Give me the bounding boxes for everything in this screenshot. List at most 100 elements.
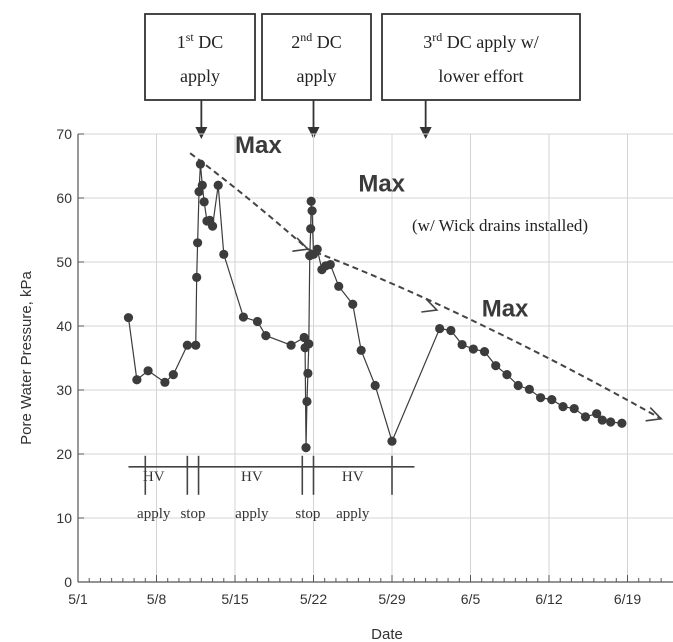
data-point	[252, 316, 263, 327]
plot-frame	[77, 134, 673, 583]
data-point	[617, 418, 627, 428]
data-point	[286, 340, 296, 350]
trend-dashed-line	[189, 152, 662, 420]
dc-apply-box: 2nd DC apply	[261, 13, 372, 139]
y-axis: 0 10 20 30 40 50 60 70	[56, 126, 84, 590]
x-tick-label: 6/5	[461, 591, 481, 607]
dc-apply-box-frame	[381, 13, 581, 101]
phase-label: apply	[137, 506, 171, 522]
x-tick-label: 5/15	[221, 591, 248, 607]
x-axis: 5/1 5/8 5/15 5/22 5/29 6/5 6/12 6/19	[68, 575, 662, 607]
data-point	[592, 409, 602, 419]
data-point	[197, 180, 207, 190]
data-point	[192, 272, 202, 282]
data-point	[302, 396, 312, 407]
data-point	[491, 361, 501, 371]
dc-arrow-head	[307, 127, 320, 139]
x-axis-title: Date	[371, 626, 403, 642]
max-label: Max	[358, 171, 405, 198]
data-point	[207, 221, 218, 231]
dc-apply-box-subtitle: apply	[180, 66, 220, 86]
x-tick-label: 5/29	[378, 591, 405, 607]
data-point	[547, 395, 557, 405]
data-point	[580, 412, 591, 422]
y-tick-label: 30	[56, 382, 72, 398]
data-point	[195, 159, 206, 169]
data-point	[513, 380, 523, 391]
phase-label-top: HV	[342, 469, 364, 485]
data-point	[123, 313, 134, 323]
y-axis-title: Pore Water Pressure, kPa	[18, 271, 35, 445]
data-point	[168, 370, 178, 380]
data-point	[535, 393, 546, 403]
y-tick-label: 60	[56, 190, 72, 206]
trend-line	[189, 152, 663, 422]
dc-apply-box-title: 2nd DC	[291, 30, 342, 52]
data-point	[306, 224, 316, 234]
x-tick-label: 5/22	[300, 591, 327, 607]
dc-apply-box-subtitle: lower effort	[438, 66, 523, 86]
data-point	[132, 375, 142, 385]
y-tick-label: 10	[56, 510, 72, 526]
y-tick-label: 50	[56, 254, 72, 270]
y-tick-label: 40	[56, 318, 72, 334]
data-point	[502, 370, 512, 380]
dc-apply-box-subtitle: apply	[297, 66, 337, 86]
phase-bar: HV apply stop HV apply stop HV apply	[128, 455, 415, 522]
trend-arrow-head	[645, 407, 663, 422]
dc-apply-box-frame	[144, 13, 256, 101]
data-point	[261, 331, 271, 341]
data-point	[597, 415, 607, 425]
annotation-boxes: 1st DC apply 2nd DC apply 3rd DC apply w/low…	[144, 13, 581, 139]
data-point	[182, 340, 192, 350]
data-point	[160, 377, 170, 387]
data-point	[199, 197, 209, 207]
max-label: Max	[482, 295, 529, 322]
data-point	[606, 417, 616, 427]
data-point	[306, 196, 316, 206]
data-point	[307, 206, 317, 216]
data-point	[299, 332, 309, 343]
data-point	[334, 281, 344, 291]
trend-arrow-head	[421, 298, 439, 313]
data-point	[348, 299, 358, 309]
data-point	[468, 344, 478, 354]
data-point	[558, 402, 568, 412]
data-point	[191, 340, 201, 350]
data-point	[356, 345, 366, 355]
data-point	[238, 312, 249, 322]
dc-apply-box-title: 3rd DC apply w/	[423, 30, 539, 52]
phase-label: apply	[336, 506, 370, 522]
max-markers: Max Max Max	[235, 132, 529, 322]
x-tick-label: 5/1	[68, 591, 88, 607]
data-point	[479, 347, 490, 357]
data-point	[446, 325, 456, 336]
phase-label: stop	[180, 506, 205, 522]
trend-arrow-head	[292, 237, 310, 252]
dc-apply-box-frame	[261, 13, 372, 101]
data-point	[303, 368, 313, 378]
dc-arrow-head	[195, 127, 208, 139]
y-tick-label: 70	[56, 126, 72, 142]
x-tick-label: 5/8	[147, 591, 167, 607]
wick-drain-note: (w/ Wick drains installed)	[412, 216, 588, 235]
data-point	[143, 366, 153, 376]
x-tick-label: 6/19	[614, 591, 641, 607]
phase-label-top: HV	[241, 469, 263, 485]
dc-apply-box-title: 1st DC	[177, 30, 224, 52]
dc-apply-box: 1st DC apply	[144, 13, 256, 139]
dc-arrow-head	[419, 127, 432, 139]
phase-label-top: HV	[143, 469, 165, 485]
data-point	[213, 180, 223, 190]
x-tick-label: 6/12	[535, 591, 562, 607]
data-point	[304, 339, 314, 349]
max-label: Max	[235, 132, 282, 159]
dc-apply-box: 3rd DC apply w/lower effort	[381, 13, 581, 139]
data-point	[524, 384, 534, 394]
data-series	[123, 159, 627, 453]
data-point	[219, 249, 229, 259]
data-point	[457, 339, 467, 350]
series-line	[127, 164, 622, 448]
data-point	[193, 238, 203, 248]
